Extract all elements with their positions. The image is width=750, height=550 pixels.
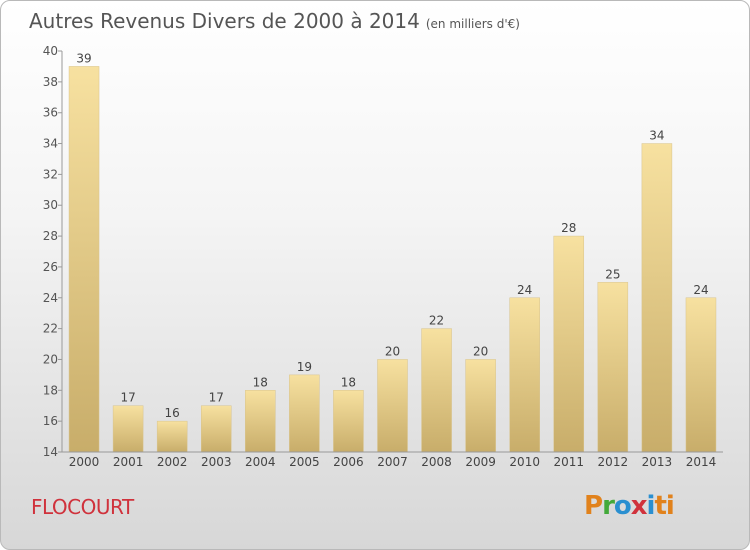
bar: [465, 359, 496, 453]
bar: [245, 390, 276, 453]
bar: [156, 420, 188, 453]
chart-title-text: Autres Revenus Divers de 2000 à 2014: [29, 9, 420, 33]
data-label: 22: [429, 314, 444, 328]
y-tick-label: 38: [43, 75, 58, 89]
bar: [333, 390, 364, 453]
y-tick-label: 20: [43, 352, 58, 366]
bar: [68, 66, 100, 453]
logo-letter: i: [646, 491, 656, 521]
y-tick-label: 40: [43, 44, 58, 58]
chart-unit: (en milliers d'€): [425, 17, 520, 31]
data-label: 18: [253, 375, 268, 389]
data-label: 17: [120, 391, 135, 405]
logo-letter: r: [602, 491, 615, 521]
y-tick-label: 18: [43, 383, 58, 397]
bar: [200, 405, 232, 453]
chart-title: Autres Revenus Divers de 2000 à 2014 (en …: [29, 9, 520, 33]
logo-letter: x: [630, 491, 648, 521]
y-tick-label: 36: [43, 106, 58, 120]
logo-letter: ti: [654, 491, 674, 521]
x-tick-label: 2005: [289, 455, 320, 469]
proxiti-logo[interactable]: Proxiti: [584, 491, 675, 521]
y-axis: 14 16 18 20 22 24 26 28 30 32 34 36 38 40: [43, 44, 63, 459]
data-label: 19: [297, 360, 312, 374]
data-labels: 39 17 16 17 18 19 18 20 22 20 24 28 25 34 24: [76, 51, 708, 420]
data-label: 20: [473, 344, 488, 358]
x-tick-label: 2006: [333, 455, 364, 469]
x-tick-label: 2000: [69, 455, 100, 469]
x-tick-label: 2008: [421, 455, 452, 469]
bar: [641, 143, 673, 453]
bar: [289, 374, 320, 453]
y-tick-label: 32: [43, 167, 58, 181]
x-tick-label: 2002: [157, 455, 188, 469]
y-tick-label: 30: [43, 198, 58, 212]
data-label: 28: [561, 221, 576, 235]
data-label: 20: [385, 344, 400, 358]
data-label: 24: [517, 283, 532, 297]
bar: [597, 282, 629, 453]
bar: [377, 359, 408, 453]
x-tick-label: 2009: [465, 455, 496, 469]
x-tick-label: 2004: [245, 455, 276, 469]
bar: [112, 405, 144, 453]
data-label: 25: [605, 267, 620, 281]
y-tick-label: 16: [43, 414, 58, 428]
y-tick-label: 28: [43, 229, 58, 243]
x-tick-label: 2003: [201, 455, 232, 469]
x-tick-label: 2007: [377, 455, 408, 469]
bars: [68, 66, 717, 453]
place-name: FLOCOURT: [31, 495, 134, 519]
logo-letter: o: [613, 491, 632, 521]
x-axis: 2000 2001 2002 2003 2004 2005 2006 2007 2008 2009…: [62, 451, 723, 469]
y-tick-label: 22: [43, 322, 58, 336]
bar: [553, 235, 585, 453]
data-label: 18: [341, 375, 356, 389]
y-tick-label: 26: [43, 260, 58, 274]
x-tick-label: 2011: [553, 455, 584, 469]
y-tick-label: 24: [43, 291, 58, 305]
x-tick-label: 2001: [113, 455, 144, 469]
bar: [685, 297, 717, 453]
data-label: 34: [649, 129, 664, 143]
x-tick-label: 2010: [509, 455, 540, 469]
bar: [509, 297, 540, 453]
y-tick-label: 14: [43, 445, 58, 459]
x-tick-label: 2012: [598, 455, 629, 469]
bar: [421, 328, 452, 453]
data-label: 16: [165, 406, 180, 420]
data-label: 39: [76, 51, 91, 65]
x-tick-label: 2014: [686, 455, 717, 469]
data-label: 17: [209, 391, 224, 405]
y-tick-label: 34: [43, 137, 58, 151]
data-label: 24: [693, 283, 708, 297]
x-tick-label: 2013: [642, 455, 673, 469]
logo-letter: P: [584, 491, 603, 521]
